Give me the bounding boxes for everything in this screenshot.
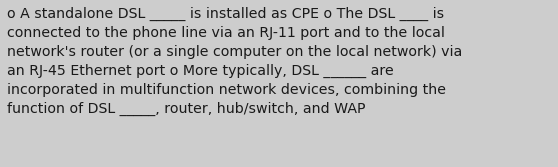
Text: o A standalone DSL _____ is installed as CPE o The DSL ____ is
connected to the : o A standalone DSL _____ is installed as… <box>7 7 462 116</box>
